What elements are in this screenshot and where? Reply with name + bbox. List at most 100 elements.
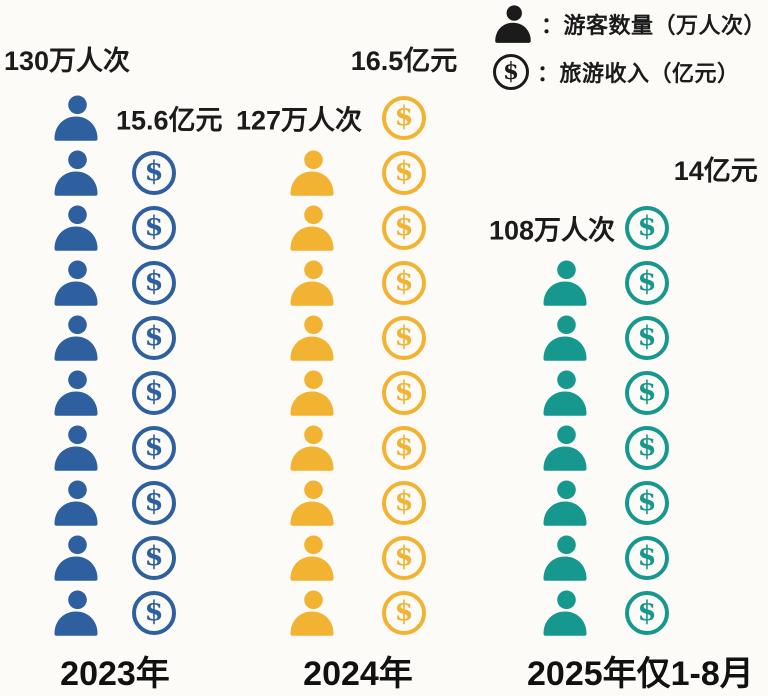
person-icon <box>290 205 334 251</box>
person-icon <box>54 260 98 306</box>
dollar-coin-icon: $ <box>132 150 176 195</box>
dollar-cell: $ <box>116 145 192 200</box>
dollar-cell: $ <box>116 255 192 310</box>
person-cell <box>38 90 114 145</box>
legend-label-revenue: ：旅游收入（亿元） <box>536 61 740 86</box>
pictogram-row: 108万人次 $ <box>489 200 754 255</box>
dollar-cell: $ <box>366 200 442 255</box>
dollar-coin-icon: $ <box>625 535 669 580</box>
pictogram-row: $ <box>274 310 442 365</box>
dollar-cell: $ <box>609 530 685 585</box>
dollar-cell: $ <box>609 200 685 255</box>
person-cell <box>527 255 603 310</box>
tourists-count-label: 130万人次 <box>4 46 131 76</box>
person-cell <box>274 145 350 200</box>
revenue-label-text: 14亿元 <box>673 156 758 186</box>
pictogram-row: $ <box>38 475 192 530</box>
pictogram-row: $ <box>274 420 442 475</box>
person-cell <box>274 475 350 530</box>
dollar-cell: $ <box>609 475 685 530</box>
pictogram-row: $ <box>38 585 192 640</box>
dollar-cell: $ <box>116 310 192 365</box>
revenue-label-text: 16.5亿元 <box>350 46 458 76</box>
person-cell <box>527 310 603 365</box>
dollar-coin-icon: $ <box>625 260 669 305</box>
dollar-cell: $ <box>366 255 442 310</box>
person-icon <box>543 590 587 636</box>
person-cell <box>38 585 114 640</box>
dollar-coin-icon: $ <box>382 370 426 415</box>
person-icon <box>54 535 98 581</box>
dollar-cell: $ <box>366 310 442 365</box>
person-icon <box>543 480 587 526</box>
person-icon <box>54 95 98 141</box>
legend-label-tourists: ：游客数量（万人次） <box>540 13 766 38</box>
legend: ：游客数量（万人次） $ ：旅游收入（亿元） <box>492 4 766 92</box>
dollar-coin-icon: $ <box>382 315 426 360</box>
revenue-label: 14亿元 <box>674 155 758 187</box>
dollar-coin-icon: $ <box>132 590 176 635</box>
year-label-2023: 2023年 <box>60 654 170 693</box>
dollar-cell: $ <box>609 255 685 310</box>
person-cell <box>38 530 114 585</box>
dollar-coin-icon: $ <box>625 315 669 360</box>
dollar-coin-icon: $ <box>382 260 426 305</box>
dollar-coin-icon: $ <box>625 590 669 635</box>
dollar-cell: $ <box>609 365 685 420</box>
person-icon <box>290 150 334 196</box>
person-icon <box>290 480 334 526</box>
dollar-cell: $ <box>116 585 192 640</box>
person-cell <box>527 475 603 530</box>
person-icon <box>54 315 98 361</box>
pictogram-row: $ <box>38 255 192 310</box>
pictogram-row: $ <box>274 200 442 255</box>
person-icon <box>543 260 587 306</box>
tourists-count-label: 127万人次 <box>235 105 362 135</box>
person-icon <box>290 590 334 636</box>
dollar-coin-icon: $ <box>382 480 426 525</box>
person-cell <box>274 310 350 365</box>
legend-item-revenue: $ ：旅游收入（亿元） <box>492 52 766 92</box>
group-2023: 130万人次 15.6亿元 $ $ $ $ $ $ $ $ $ 2023年 <box>4 45 223 693</box>
dollar-cell: $ <box>609 585 685 640</box>
person-icon <box>290 370 334 416</box>
revenue-label: 16.5亿元 <box>351 45 458 77</box>
person-icon <box>290 315 334 361</box>
person-icon <box>290 425 334 471</box>
person-cell <box>527 530 603 585</box>
pictogram-row: $ <box>38 310 192 365</box>
person-icon <box>290 535 334 581</box>
pictogram-row: $ <box>274 255 442 310</box>
pictogram-row: $ <box>274 475 442 530</box>
pictogram-row: 15.6亿元 <box>38 90 223 145</box>
dollar-coin-icon: $ <box>625 205 669 250</box>
dollar-coin-icon: $ <box>625 480 669 525</box>
person-icon <box>495 5 531 43</box>
person-cell <box>274 420 350 475</box>
pictogram-row: $ <box>527 365 754 420</box>
pictogram-row: $ <box>38 530 192 585</box>
person-cell <box>38 255 114 310</box>
pictogram-row: $ <box>527 420 754 475</box>
person-cell <box>274 530 350 585</box>
person-icon <box>543 535 587 581</box>
pictogram-rows-2025: 108万人次 $ $ $ $ $ $ $ $ <box>489 200 754 640</box>
tourists-count-label: 108万人次 <box>488 215 615 245</box>
person-cell <box>38 145 114 200</box>
person-icon <box>543 315 587 361</box>
person-icon <box>54 205 98 251</box>
dollar-cell: $ <box>366 475 442 530</box>
pictogram-row: $ <box>527 585 754 640</box>
dollar-cell: $ <box>366 365 442 420</box>
pictogram-row: $ <box>527 475 754 530</box>
pictogram-row: $ <box>274 365 442 420</box>
person-cell <box>527 585 603 640</box>
person-cell <box>527 365 603 420</box>
dollar-coin-icon: $ <box>382 205 426 250</box>
person-icon <box>543 425 587 471</box>
dollar-cell: $ <box>609 310 685 365</box>
dollar-coin-icon: $ <box>132 480 176 525</box>
dollar-coin-icon: $ <box>132 425 176 470</box>
pictogram-row: $ <box>38 365 192 420</box>
